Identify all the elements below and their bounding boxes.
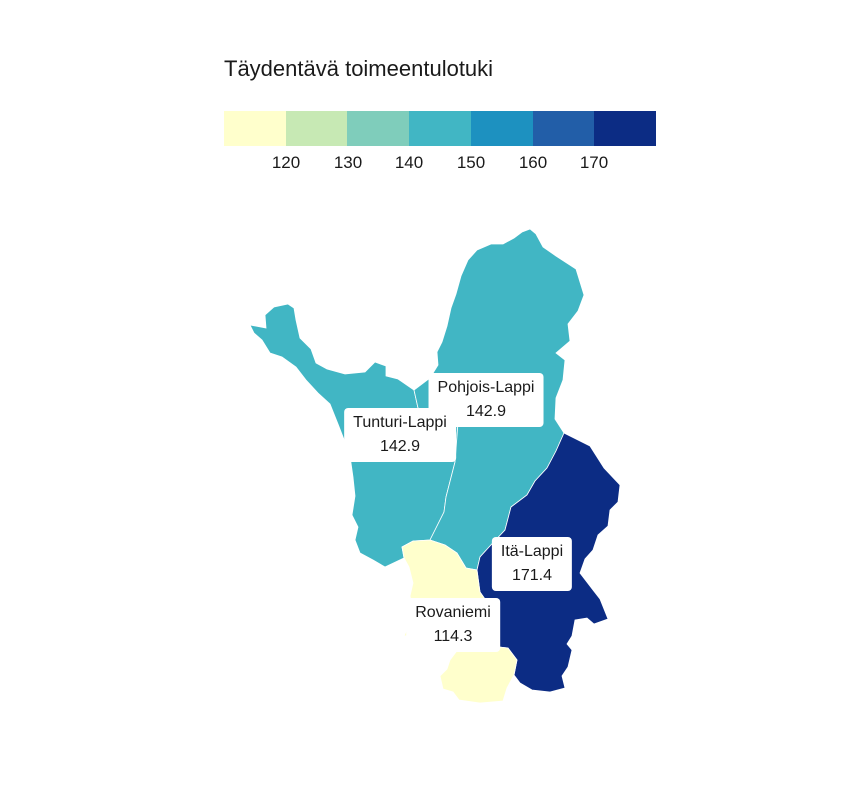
scale-tick-label: 150 [456, 153, 486, 172]
region-name: Itä-Lappi [500, 543, 564, 560]
color-swatch [285, 111, 348, 146]
color-swatch [594, 111, 657, 146]
scale-tick-label: 170 [579, 153, 609, 172]
scale-tick-label: 140 [394, 153, 424, 172]
region-value: 142.9 [379, 438, 421, 455]
color-swatch [347, 111, 410, 146]
region-name: Tunturi-Lappi [353, 414, 447, 431]
scale-tick-label: 160 [518, 153, 548, 172]
region-value: 142.9 [465, 403, 507, 420]
region-value: 114.3 [433, 628, 473, 645]
color-swatch [532, 111, 595, 146]
region-label-rovaniemi: Rovaniemi 114.3 [406, 598, 500, 652]
color-swatch [409, 111, 471, 146]
region-name: Pohjois-Lappi [437, 379, 535, 396]
color-scale-ticks: 120 130 140 150 160 170 [224, 153, 656, 175]
color-swatch [470, 111, 533, 146]
scale-tick-label: 120 [271, 153, 301, 172]
legend-title: Täydentävä toimeentulotuki [224, 56, 494, 81]
color-scale-bar [224, 111, 657, 146]
scale-tick-label: 130 [333, 153, 363, 172]
region-label-ita-lappi: Itä-Lappi 171.4 [491, 537, 573, 591]
color-swatch [224, 111, 286, 146]
region-value: 171.4 [511, 567, 553, 584]
region-label-tunturi-lappi: Tunturi-Lappi 142.9 [344, 408, 456, 462]
region-name: Rovaniemi [415, 604, 491, 621]
